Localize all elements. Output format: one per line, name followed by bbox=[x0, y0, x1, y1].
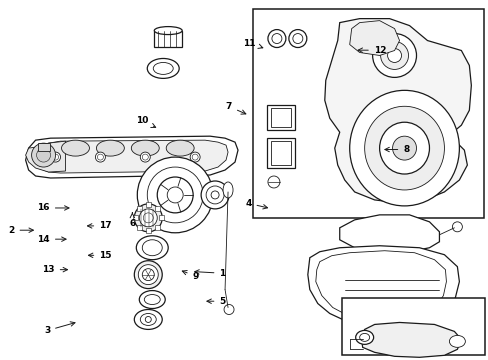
Bar bbox=[136, 206, 142, 211]
Ellipse shape bbox=[134, 310, 162, 329]
Ellipse shape bbox=[37, 148, 50, 162]
Bar bbox=[155, 206, 160, 211]
Ellipse shape bbox=[379, 122, 428, 174]
Ellipse shape bbox=[147, 167, 203, 223]
Text: 13: 13 bbox=[42, 265, 67, 274]
Text: 6: 6 bbox=[129, 213, 135, 228]
Text: 5: 5 bbox=[206, 297, 225, 306]
Text: 17: 17 bbox=[87, 221, 112, 230]
Ellipse shape bbox=[153, 62, 173, 75]
Ellipse shape bbox=[392, 136, 416, 160]
Polygon shape bbox=[266, 105, 294, 130]
Ellipse shape bbox=[144, 294, 160, 305]
Text: 9: 9 bbox=[182, 270, 199, 280]
Text: 1: 1 bbox=[194, 269, 225, 278]
Ellipse shape bbox=[96, 140, 124, 156]
Bar bbox=[145, 202, 150, 207]
Ellipse shape bbox=[372, 33, 416, 77]
Ellipse shape bbox=[134, 261, 162, 289]
Polygon shape bbox=[25, 136, 238, 178]
Ellipse shape bbox=[167, 187, 183, 203]
Text: 10: 10 bbox=[136, 116, 155, 127]
Text: 16: 16 bbox=[37, 203, 69, 212]
Ellipse shape bbox=[205, 186, 224, 204]
Ellipse shape bbox=[451, 222, 462, 232]
Text: 8: 8 bbox=[384, 145, 408, 154]
Ellipse shape bbox=[138, 265, 158, 285]
Ellipse shape bbox=[139, 291, 165, 309]
Ellipse shape bbox=[355, 330, 373, 345]
Ellipse shape bbox=[145, 316, 151, 323]
Polygon shape bbox=[361, 323, 461, 357]
Bar bbox=[145, 228, 150, 233]
Bar bbox=[38, 143, 49, 151]
Ellipse shape bbox=[166, 140, 194, 156]
Ellipse shape bbox=[190, 152, 200, 162]
Ellipse shape bbox=[387, 49, 401, 62]
Bar bbox=[133, 215, 138, 220]
Ellipse shape bbox=[142, 269, 154, 280]
Polygon shape bbox=[339, 215, 439, 252]
Bar bbox=[154, 31, 182, 46]
Text: 11: 11 bbox=[243, 39, 262, 48]
Ellipse shape bbox=[364, 106, 444, 190]
Ellipse shape bbox=[359, 333, 369, 341]
Ellipse shape bbox=[134, 204, 162, 232]
Ellipse shape bbox=[288, 30, 306, 48]
Ellipse shape bbox=[32, 143, 56, 167]
Text: 14: 14 bbox=[37, 235, 66, 244]
Ellipse shape bbox=[380, 41, 407, 69]
Ellipse shape bbox=[157, 177, 193, 213]
Polygon shape bbox=[324, 19, 470, 203]
Ellipse shape bbox=[142, 154, 148, 160]
Text: 3: 3 bbox=[44, 322, 75, 335]
Ellipse shape bbox=[419, 306, 439, 323]
Polygon shape bbox=[349, 21, 399, 55]
Text: 7: 7 bbox=[225, 102, 245, 114]
Ellipse shape bbox=[201, 181, 228, 209]
Polygon shape bbox=[307, 246, 458, 324]
Polygon shape bbox=[270, 141, 290, 165]
Ellipse shape bbox=[140, 314, 156, 325]
Polygon shape bbox=[25, 141, 65, 172]
Ellipse shape bbox=[143, 213, 153, 223]
Ellipse shape bbox=[292, 33, 302, 44]
Ellipse shape bbox=[95, 152, 105, 162]
Ellipse shape bbox=[139, 209, 157, 227]
Ellipse shape bbox=[50, 152, 61, 162]
Ellipse shape bbox=[137, 157, 213, 233]
Ellipse shape bbox=[61, 140, 89, 156]
Ellipse shape bbox=[223, 182, 233, 198]
Polygon shape bbox=[270, 108, 290, 127]
Ellipse shape bbox=[97, 154, 103, 160]
Ellipse shape bbox=[140, 152, 150, 162]
Ellipse shape bbox=[142, 240, 162, 256]
Ellipse shape bbox=[349, 90, 458, 206]
Text: 12: 12 bbox=[357, 46, 386, 55]
Text: 15: 15 bbox=[88, 251, 112, 260]
Bar bbox=[159, 215, 163, 220]
Ellipse shape bbox=[52, 154, 59, 160]
Ellipse shape bbox=[154, 27, 182, 35]
Polygon shape bbox=[266, 138, 294, 168]
Ellipse shape bbox=[147, 58, 179, 78]
Ellipse shape bbox=[448, 336, 465, 347]
Bar bbox=[252, 9, 483, 218]
Ellipse shape bbox=[267, 176, 279, 188]
Ellipse shape bbox=[211, 191, 219, 199]
Text: 2: 2 bbox=[8, 226, 33, 235]
Ellipse shape bbox=[131, 140, 159, 156]
Ellipse shape bbox=[136, 236, 168, 260]
Ellipse shape bbox=[271, 33, 281, 44]
Ellipse shape bbox=[192, 154, 198, 160]
Bar bbox=[155, 225, 160, 230]
Bar bbox=[341, 298, 484, 355]
Text: 4: 4 bbox=[244, 199, 267, 209]
Ellipse shape bbox=[267, 30, 285, 48]
Bar bbox=[136, 225, 142, 230]
Polygon shape bbox=[36, 140, 227, 173]
